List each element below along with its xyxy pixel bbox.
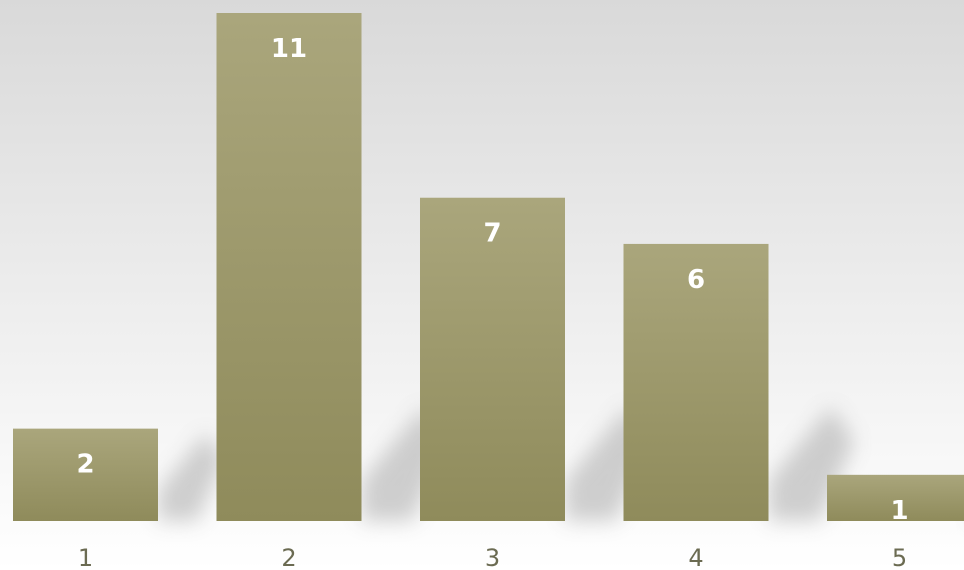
data-label-2: 11 xyxy=(271,34,307,64)
data-label-1: 2 xyxy=(76,450,94,480)
data-label-5: 1 xyxy=(890,496,908,526)
bars xyxy=(13,13,964,521)
data-label-4: 6 xyxy=(687,265,705,295)
bar-2 xyxy=(216,13,362,521)
x-tick-label-4: 4 xyxy=(688,544,703,570)
bar-shadow xyxy=(158,433,224,521)
bar-4 xyxy=(623,243,769,521)
bar-3 xyxy=(420,197,565,521)
data-label-3: 7 xyxy=(483,219,501,249)
x-tick-label-2: 2 xyxy=(281,544,296,570)
x-tick-label-5: 5 xyxy=(892,544,907,570)
bar-5 xyxy=(827,474,964,521)
x-tick-label-1: 1 xyxy=(78,544,93,570)
bar-shadow xyxy=(768,407,854,521)
x-axis-tick-labels: 1 2 3 4 5 xyxy=(78,544,907,570)
x-tick-label-3: 3 xyxy=(485,544,500,570)
bar-1 xyxy=(13,428,158,521)
data-labels: 2 11 7 6 1 xyxy=(76,34,908,526)
